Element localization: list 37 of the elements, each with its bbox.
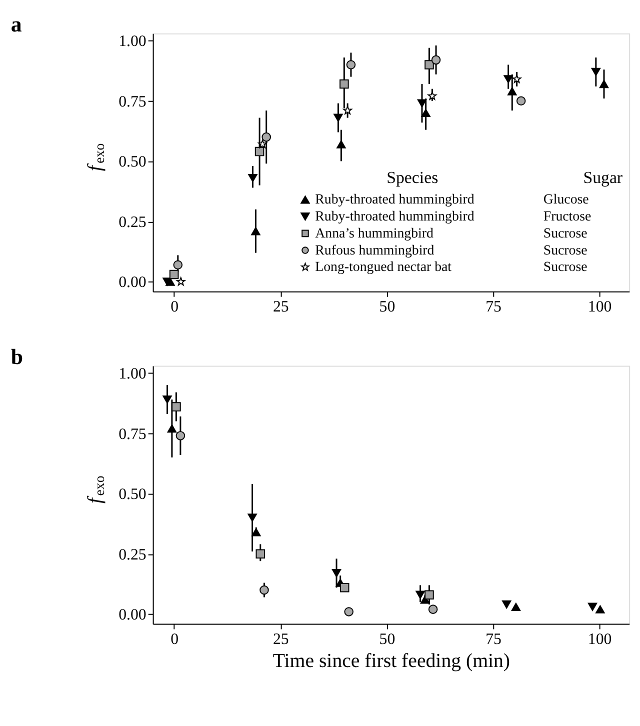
y-axis-title: fexo	[84, 143, 108, 172]
y-tick-label: 0.00	[118, 606, 146, 624]
annotation: Sucrose	[543, 243, 588, 258]
x-tick-label: 50	[379, 631, 396, 648]
y-tick-label: 0.75	[118, 93, 146, 110]
y-tick-label: 1.00	[118, 33, 146, 50]
annotation: Sugar	[583, 168, 623, 187]
x-tick-label: 25	[272, 631, 289, 648]
annotation: Glucose	[543, 192, 589, 208]
y-tick-label: 0.50	[118, 486, 146, 504]
y-tick-label: 0.00	[118, 274, 146, 292]
x-tick-label: 25	[272, 298, 289, 316]
x-tick-label: 75	[486, 631, 502, 648]
chart-title: a	[10, 12, 22, 37]
y-tick-label: 0.75	[118, 426, 146, 443]
y-tick-label: 1.00	[118, 365, 146, 382]
legend-label: Rufous hummingbird	[315, 243, 434, 258]
x-tick-label: 75	[486, 298, 502, 316]
x-tick-label: 0	[170, 298, 179, 316]
y-tick-label: 0.25	[118, 546, 146, 564]
x-tick-label: 0	[170, 631, 179, 648]
chart-title: b	[10, 345, 24, 370]
y-tick-label: 0.50	[118, 154, 146, 171]
x-tick-label: 100	[588, 298, 612, 316]
x-tick-label: 100	[588, 631, 612, 648]
annotation: Fructose	[543, 210, 592, 225]
annotation: Sucrose	[543, 226, 588, 242]
annotation: Sucrose	[543, 260, 588, 276]
y-axis-title: fexo	[84, 476, 108, 504]
x-axis-title: Time since first feeding (min)	[272, 650, 510, 672]
legend-label: Ruby-throated hummingbird	[315, 192, 474, 208]
legend-label: Long-tongued nectar bat	[315, 260, 452, 276]
legend-title: Species	[386, 168, 438, 187]
x-tick-label: 50	[379, 298, 396, 316]
legend-label: Ruby-throated hummingbird	[315, 210, 474, 225]
legend-label: Anna’s hummingbird	[315, 226, 434, 242]
y-tick-label: 0.25	[118, 214, 146, 231]
